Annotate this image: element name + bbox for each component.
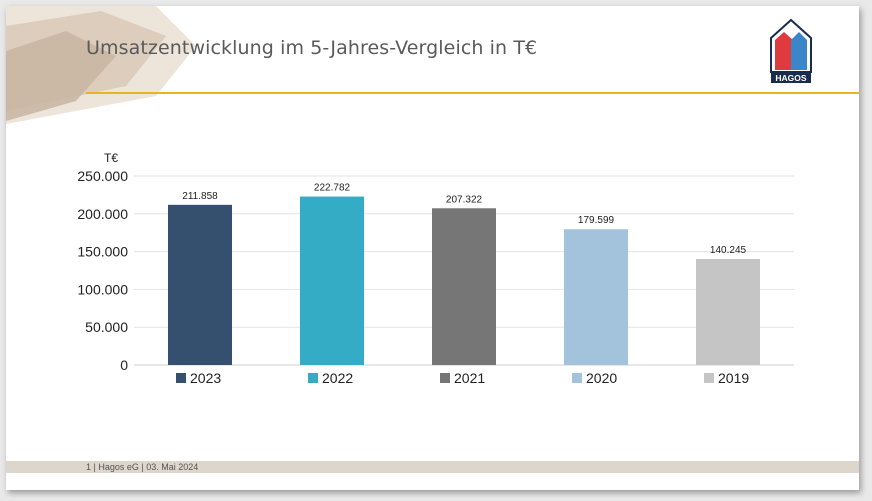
y-axis-unit-label: T€ [104,151,118,165]
data-label-2021: 207.322 [446,194,483,205]
y-tick-label: 150.000 [77,244,128,260]
y-tick-label: 0 [120,357,128,373]
legend-label-2022: 2022 [322,370,353,386]
bar-chart: T€ 0 50.000 100.000 150.000 200.000 250.000 2… [77,151,794,386]
legend-label-2019: 2019 [718,370,749,386]
data-labels: 211.858 222.782 207.322 179.599 140.245 [182,183,746,256]
bar-2020 [564,229,628,365]
logo-text: HAGOS [775,73,807,83]
y-tick-labels: 0 50.000 100.000 150.000 200.000 250.000 [77,168,128,373]
legend: 2023 2022 2021 2020 2019 [176,370,749,386]
legend-swatch-2022 [308,373,318,383]
y-tick-label: 100.000 [77,281,128,297]
legend-swatch-2020 [572,373,582,383]
legend-swatch-2021 [440,373,450,383]
y-tick-label: 50.000 [85,319,128,335]
legend-swatch-2023 [176,373,186,383]
bar-2023 [168,204,232,365]
data-label-2022: 222.782 [314,183,351,194]
footer-band [6,461,859,473]
legend-label-2021: 2021 [454,370,485,386]
footer-text: 1 | Hagos eG | 03. Mai 2024 [86,462,199,472]
bar-2022 [300,196,364,365]
hagos-logo: HAGOS [770,18,812,83]
legend-label-2020: 2020 [586,370,617,386]
bar-2019 [696,258,760,365]
bar-2021 [432,208,496,365]
y-tick-label: 250.000 [77,168,128,184]
data-label-2019: 140.245 [710,245,747,256]
data-label-2020: 179.599 [578,215,615,226]
data-label-2023: 211.858 [182,191,218,202]
y-tick-label: 200.000 [77,206,128,222]
legend-label-2023: 2023 [190,370,221,386]
slide: Umsatzentwicklung im 5-Jahres-Vergleich … [6,6,859,490]
decorative-shapes [6,6,196,124]
bars [168,196,760,365]
legend-swatch-2019 [704,373,714,383]
title-underline [86,92,859,94]
page-title: Umsatzentwicklung im 5-Jahres-Vergleich … [86,37,538,59]
